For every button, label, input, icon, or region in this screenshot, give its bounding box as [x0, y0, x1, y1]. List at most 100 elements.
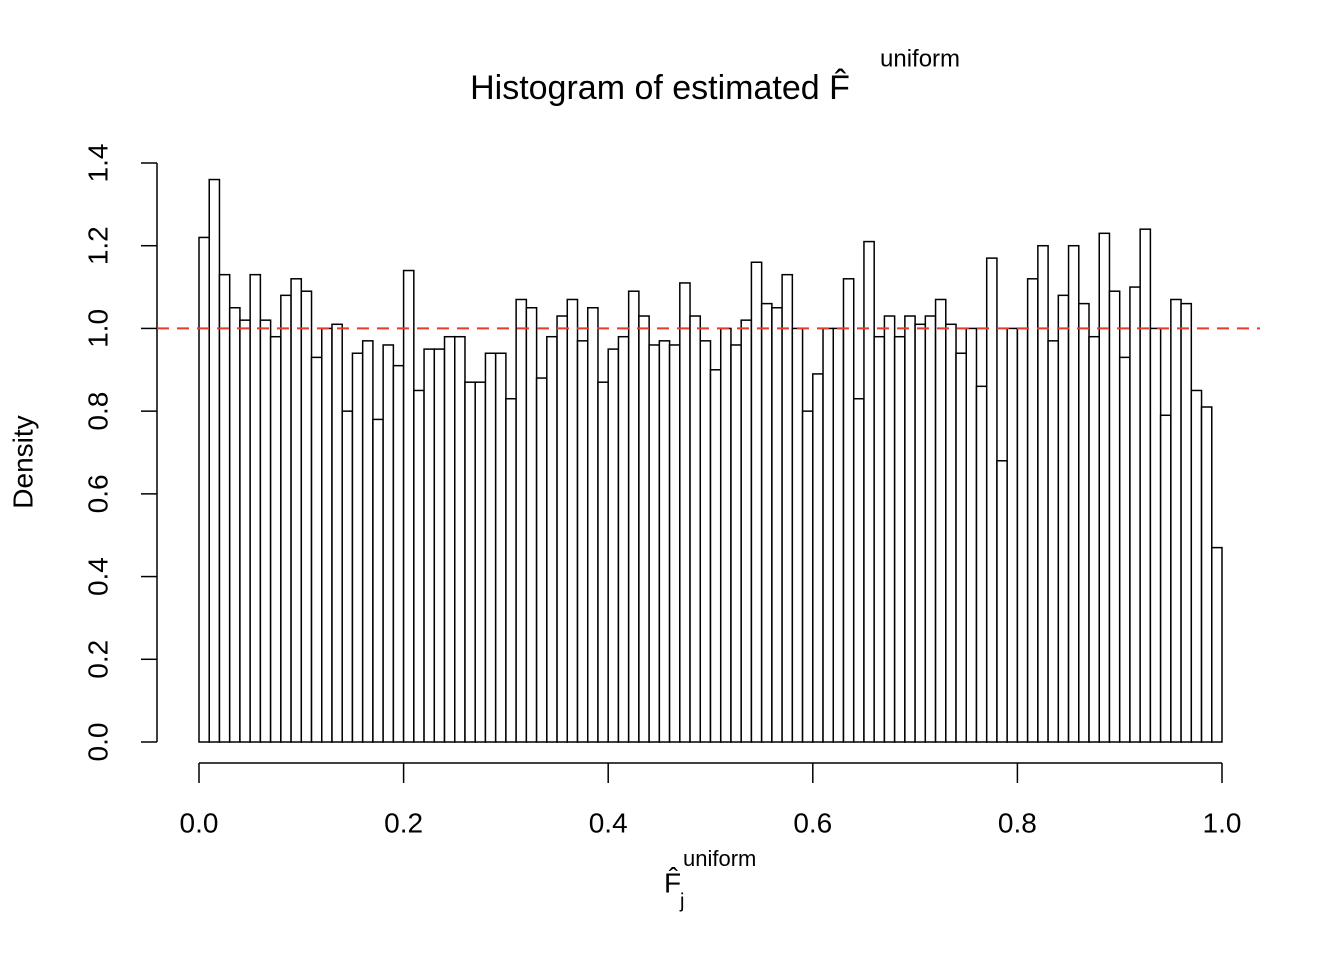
- bar: [382, 344, 395, 743]
- bar: [556, 315, 569, 743]
- bar: [1067, 244, 1080, 743]
- bar: [617, 335, 630, 743]
- chart-title: Histogram of estimated F̂: [470, 68, 850, 107]
- y-tick-label: 1.2: [82, 226, 113, 265]
- bar: [1006, 327, 1019, 743]
- bar: [679, 282, 691, 743]
- y-tick-label: 1.0: [82, 309, 113, 348]
- x-tick-label: 0.8: [998, 807, 1037, 838]
- bar: [1170, 298, 1182, 743]
- bar: [423, 348, 436, 743]
- y-tick-label: 0.8: [82, 392, 113, 431]
- bar: [586, 307, 599, 743]
- bar: [638, 315, 650, 743]
- bar: [648, 344, 661, 743]
- y-tick-label: 0.0: [82, 723, 113, 762]
- bar: [668, 344, 681, 743]
- bar: [627, 290, 640, 743]
- x-axis-label: F̂: [664, 867, 681, 898]
- x-tick-label: 1.0: [1203, 807, 1242, 838]
- y-tick-label: 0.4: [82, 557, 113, 596]
- bar: [832, 327, 845, 743]
- bar: [361, 340, 374, 743]
- bar: [760, 302, 773, 743]
- bar: [1200, 406, 1213, 743]
- bar: [771, 307, 783, 743]
- bar: [464, 381, 476, 743]
- bar: [996, 460, 1008, 743]
- bar: [863, 240, 875, 743]
- bar: [1129, 286, 1141, 743]
- bar: [280, 294, 292, 743]
- bar: [822, 327, 835, 743]
- bar: [443, 335, 456, 743]
- bar: [740, 319, 753, 743]
- bar: [1139, 228, 1152, 743]
- x-label-superscript: uniform: [683, 846, 756, 871]
- bar: [1026, 278, 1039, 743]
- bar: [883, 315, 896, 743]
- bar: [699, 340, 712, 743]
- bar: [372, 418, 384, 743]
- bar: [730, 344, 742, 743]
- bar: [310, 356, 323, 743]
- bar: [341, 410, 354, 743]
- bar: [525, 307, 538, 743]
- bar: [321, 327, 333, 743]
- x-tick-label: 0.2: [384, 807, 423, 838]
- bar: [249, 273, 262, 743]
- bar: [842, 278, 855, 743]
- bar: [719, 327, 732, 743]
- bar: [228, 307, 241, 743]
- bar: [1037, 244, 1049, 743]
- bar: [965, 327, 978, 743]
- bar: [955, 352, 968, 743]
- bar: [1098, 232, 1111, 743]
- y-tick-label: 1.4: [82, 144, 113, 183]
- bar: [801, 410, 814, 743]
- bar: [781, 273, 794, 743]
- y-tick-label: 0.6: [82, 474, 113, 513]
- bar: [239, 319, 251, 743]
- bar: [1190, 389, 1203, 743]
- bar: [218, 273, 231, 743]
- bar: [1057, 294, 1070, 743]
- bar: [852, 397, 865, 743]
- bar: [914, 323, 927, 743]
- y-axis-label: Density: [7, 415, 38, 508]
- bar: [791, 327, 804, 743]
- bar: [1159, 414, 1172, 743]
- bar: [300, 290, 313, 743]
- bar: [1088, 335, 1100, 743]
- bar: [392, 364, 405, 743]
- bar: [198, 236, 210, 743]
- bar: [893, 335, 906, 743]
- bar: [546, 335, 558, 743]
- bar: [494, 352, 507, 743]
- bar: [1149, 327, 1162, 743]
- bar: [290, 278, 303, 743]
- bar: [1016, 327, 1029, 743]
- y-tick-label: 0.2: [82, 640, 113, 679]
- bar: [750, 261, 763, 743]
- bar: [985, 257, 998, 743]
- bar: [924, 315, 937, 743]
- bar: [709, 369, 722, 743]
- bar: [208, 178, 221, 743]
- bar: [607, 348, 620, 743]
- bar: [934, 298, 947, 743]
- bar: [1108, 290, 1121, 743]
- bar: [873, 335, 886, 743]
- bar: [689, 315, 702, 743]
- bar: [576, 340, 589, 743]
- title-superscript: uniform: [880, 45, 960, 72]
- bar: [1180, 302, 1193, 743]
- x-tick-label: 0.4: [589, 807, 628, 838]
- bar: [454, 335, 466, 743]
- bar: [597, 381, 609, 743]
- bar: [433, 348, 446, 743]
- bar: [1078, 302, 1090, 743]
- bar: [259, 319, 272, 743]
